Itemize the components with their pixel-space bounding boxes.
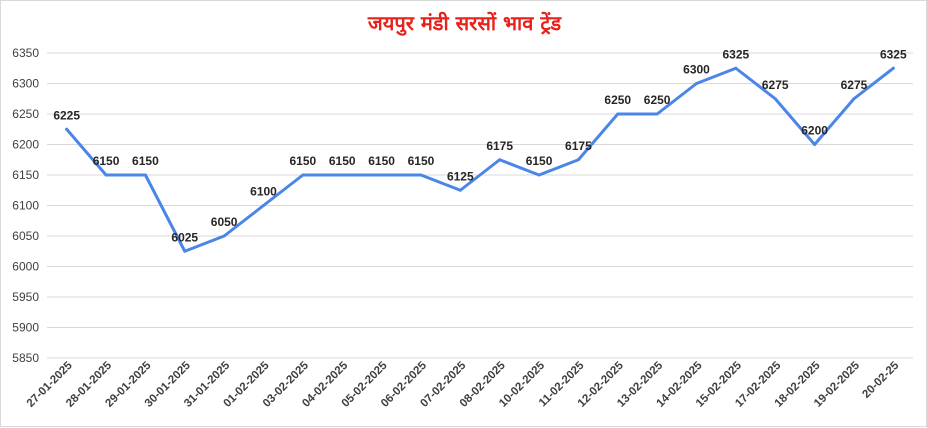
data-point [262,204,265,207]
data-point [183,249,187,253]
y-tick-label: 6050 [12,229,39,243]
series-line-group [65,66,895,253]
data-point [143,173,147,177]
data-label: 6175 [565,139,592,153]
data-point [734,66,738,70]
data-point [852,97,856,101]
data-label: 6150 [132,154,159,168]
y-tick-label: 6350 [12,46,39,60]
data-label: 6225 [53,108,80,122]
data-point [301,173,305,177]
y-tick-label: 6150 [12,168,39,182]
data-point [576,158,580,162]
data-label: 6325 [880,47,907,61]
data-point [340,173,344,177]
data-label: 6050 [211,215,238,229]
data-point [498,158,502,162]
data-label: 6100 [250,185,277,199]
series-line [65,66,895,253]
data-point [104,173,108,177]
chart-title: जयपुर मंडी सरसों भाव ट्रेंड [367,11,562,35]
y-tick-label: 6000 [12,260,39,274]
data-label: 6175 [486,139,513,153]
data-point [458,188,462,192]
data-label: 6300 [683,63,710,77]
data-label: 6275 [841,78,868,92]
data-label: 6150 [290,154,317,168]
data-label: 6250 [604,93,631,107]
data-point [813,143,817,146]
y-tick-label: 6250 [12,107,39,121]
data-point [891,66,895,70]
data-point [616,112,620,116]
data-point [773,97,777,101]
data-point [65,127,69,131]
data-label: 6250 [644,93,671,107]
data-label: 6150 [526,154,553,168]
y-tick-label: 5850 [12,351,39,365]
data-point [222,234,226,238]
x-tick-label: 20-02-25 [860,359,901,400]
x-axis-ticks: 27-01-202528-01-202529-01-202530-01-2025… [25,359,902,410]
data-label: 6150 [408,154,435,168]
data-point [537,173,541,177]
data-label: 6150 [329,154,356,168]
data-label: 6200 [801,124,828,138]
y-axis-ticks: 5850 5900 5950 6000 6050 6100 6150 6200 6250 6300… [12,46,39,365]
data-labels: 6225 6150 6150 6025 6050 6100 6150 6150 6150 6150… [53,47,907,244]
data-label: 6125 [447,169,474,183]
data-label: 6325 [723,47,750,61]
y-tick-label: 6200 [12,138,39,152]
data-label: 6275 [762,78,789,92]
y-tick-label: 5900 [12,321,39,335]
data-label: 6150 [93,154,120,168]
data-point [419,173,423,177]
gridlines [47,52,913,359]
data-label: 6025 [171,230,198,244]
y-tick-label: 6300 [12,77,39,91]
y-tick-label: 6100 [12,199,39,213]
data-point [380,173,384,177]
y-tick-label: 5950 [12,290,39,304]
data-point [655,112,659,116]
data-point [695,82,698,85]
data-label: 6150 [368,154,395,168]
